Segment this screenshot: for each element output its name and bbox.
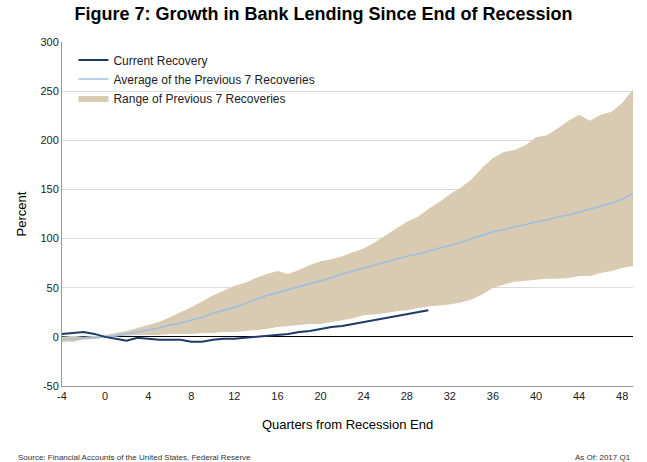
svg-text:28: 28 <box>401 390 413 402</box>
svg-text:Percent: Percent <box>14 191 29 236</box>
svg-text:0: 0 <box>102 390 108 402</box>
svg-text:200: 200 <box>40 134 58 146</box>
svg-text:44: 44 <box>573 390 585 402</box>
svg-text:0: 0 <box>53 331 59 343</box>
svg-text:24: 24 <box>358 390 370 402</box>
svg-text:Figure 7: Growth in Bank Lendi: Figure 7: Growth in Bank Lending Since E… <box>74 4 572 24</box>
svg-text:Quarters from Recession End: Quarters from Recession End <box>262 417 433 432</box>
svg-text:40: 40 <box>530 390 542 402</box>
svg-text:-50: -50 <box>43 380 59 392</box>
svg-text:4: 4 <box>145 390 151 402</box>
svg-text:16: 16 <box>271 390 283 402</box>
svg-text:Average of the Previous 7 Reco: Average of the Previous 7 Recoveries <box>113 73 314 87</box>
svg-text:Range of Previous 7 Recoveries: Range of Previous 7 Recoveries <box>113 92 285 106</box>
svg-text:150: 150 <box>40 183 58 195</box>
svg-text:12: 12 <box>228 390 240 402</box>
svg-text:300: 300 <box>40 36 58 48</box>
svg-text:-4: -4 <box>57 390 67 402</box>
svg-text:32: 32 <box>444 390 456 402</box>
svg-text:As Of: 2017 Q1: As Of: 2017 Q1 <box>575 453 631 462</box>
svg-text:100: 100 <box>40 232 58 244</box>
svg-text:Source: Financial Accounts of: Source: Financial Accounts of the United… <box>18 453 251 462</box>
svg-text:Current Recovery: Current Recovery <box>113 54 207 68</box>
svg-text:8: 8 <box>188 390 194 402</box>
svg-text:20: 20 <box>314 390 326 402</box>
svg-text:48: 48 <box>616 390 628 402</box>
svg-text:36: 36 <box>487 390 499 402</box>
svg-text:250: 250 <box>40 85 58 97</box>
svg-text:50: 50 <box>47 282 59 294</box>
